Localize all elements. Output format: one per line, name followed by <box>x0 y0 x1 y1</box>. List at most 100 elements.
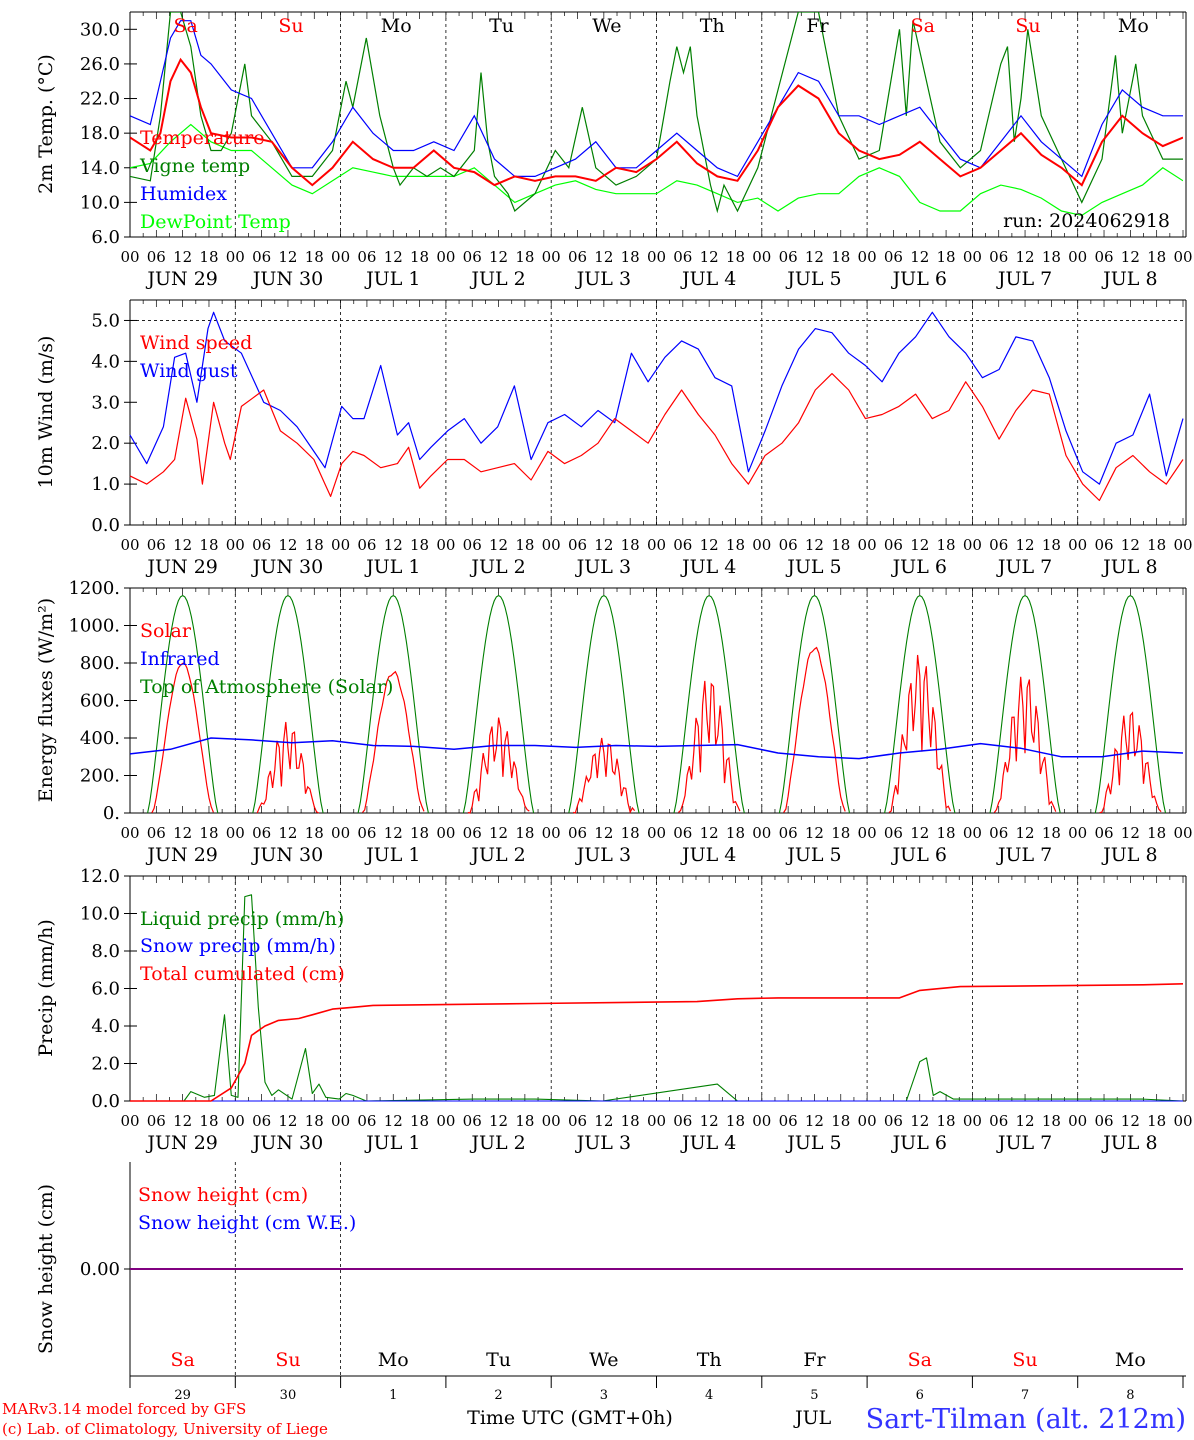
hour-tick-label: 00 <box>752 536 771 554</box>
hour-tick-label: 18 <box>1042 824 1061 842</box>
series-solar <box>888 654 952 813</box>
hour-tick-label: 18 <box>199 824 218 842</box>
hour-tick-label: 12 <box>700 824 719 842</box>
legend-dewpoint: DewPoint Temp <box>140 211 291 233</box>
series-solar <box>993 676 1057 813</box>
hour-tick-label: 06 <box>779 1112 798 1130</box>
hour-tick-label: 12 <box>173 824 192 842</box>
day-number-label: 29 <box>174 1388 191 1403</box>
date-label: JUN 30 <box>251 1132 323 1154</box>
hour-tick-label: 12 <box>594 824 613 842</box>
series-solar <box>467 717 530 814</box>
hour-tick-label: 06 <box>252 536 271 554</box>
overlap-label: JUL <box>793 1407 832 1429</box>
hour-tick-label: 00 <box>1173 536 1192 554</box>
hour-tick-label: 00 <box>1068 1112 1087 1130</box>
weekday-label: Su <box>278 15 303 37</box>
hour-tick-label: 06 <box>884 536 903 554</box>
y-tick-label: 4.0 <box>91 351 120 372</box>
y-tick-label: 4.0 <box>91 1016 120 1037</box>
hour-tick-label: 18 <box>1147 248 1166 266</box>
hour-tick-label: 00 <box>226 248 245 266</box>
hour-tick-label: 12 <box>489 248 508 266</box>
y-tick-label: 1000. <box>68 616 120 637</box>
date-label: JUL 7 <box>996 268 1052 290</box>
y-axis-label: Precip (mm/h) <box>35 919 57 1057</box>
model-credit: MARv3.14 model forced by GFS <box>2 1400 246 1418</box>
y-tick-label: 22.0 <box>80 89 120 110</box>
hour-tick-label: 18 <box>621 824 640 842</box>
y-tick-label: 5.0 <box>91 310 120 331</box>
legend-humidex: Humidex <box>140 183 227 205</box>
hour-tick-label: 06 <box>252 1112 271 1130</box>
hour-tick-label: 06 <box>779 248 798 266</box>
date-label: JUL 8 <box>1101 844 1157 866</box>
y-tick-label: 10.0 <box>80 904 120 925</box>
hour-tick-label: 18 <box>621 1112 640 1130</box>
temperature-series <box>130 12 1183 217</box>
hour-tick-label: 06 <box>357 1112 376 1130</box>
hour-tick-label: 12 <box>1016 1112 1035 1130</box>
y-tick-label: 200. <box>80 766 120 787</box>
hour-tick-label: 12 <box>700 536 719 554</box>
hour-tick-label: 00 <box>331 824 350 842</box>
hour-tick-label: 12 <box>1016 536 1035 554</box>
hour-tick-label: 12 <box>1121 536 1140 554</box>
hour-tick-label: 06 <box>989 248 1008 266</box>
hour-tick-label: 06 <box>147 824 166 842</box>
hour-tick-label: 06 <box>673 824 692 842</box>
weekday-label: We <box>589 1349 618 1371</box>
hour-tick-label: 00 <box>1173 824 1192 842</box>
series-solar <box>1099 711 1162 814</box>
hour-tick-label: 06 <box>357 248 376 266</box>
date-label: JUL 4 <box>680 1132 736 1154</box>
hour-tick-label: 06 <box>673 536 692 554</box>
weekday-label: Tu <box>486 1349 511 1371</box>
y-tick-label: 2.0 <box>91 1054 120 1075</box>
date-label: JUL 3 <box>575 556 631 578</box>
hour-tick-label: 00 <box>1068 248 1087 266</box>
hour-tick-label: 00 <box>1068 536 1087 554</box>
hour-tick-label: 12 <box>1121 248 1140 266</box>
y-tick-label: 0. <box>103 803 120 824</box>
series-wind-gust <box>129 311 1184 485</box>
hour-tick-label: 12 <box>805 824 824 842</box>
legend-vigne-temp: Vigne temp <box>139 155 250 177</box>
hour-tick-label: 12 <box>1121 824 1140 842</box>
run-label: run: 2024062918 <box>1003 210 1170 232</box>
hour-tick-label: 06 <box>147 248 166 266</box>
day-number-label: 8 <box>1126 1388 1134 1403</box>
hour-tick-label: 18 <box>726 248 745 266</box>
legend-total-cumulated: Total cumulated (cm) <box>140 963 345 985</box>
weekday-label: Su <box>275 1349 300 1371</box>
hour-tick-label: 06 <box>147 536 166 554</box>
hour-tick-label: 18 <box>937 824 956 842</box>
series-total-cumulated-cm- <box>130 983 1184 1102</box>
date-label: JUL 7 <box>996 1132 1052 1154</box>
hour-tick-label: 12 <box>173 536 192 554</box>
y-tick-label: 3.0 <box>91 392 120 413</box>
series-toa-solar <box>989 594 1061 814</box>
y-tick-label: 8.0 <box>91 941 120 962</box>
weekday-label: Fr <box>806 15 829 37</box>
date-label: JUL 8 <box>1101 556 1157 578</box>
series-toa-solar <box>884 594 956 814</box>
day-number-label: 30 <box>280 1388 297 1403</box>
weekday-label: Sa <box>908 1349 932 1371</box>
station-label: Sart-Tilman (alt. 212m) <box>866 1404 1186 1435</box>
weekday-label: Mo <box>1118 15 1149 37</box>
hour-tick-label: 12 <box>594 1112 613 1130</box>
hour-tick-label: 18 <box>937 1112 956 1130</box>
weekday-label: Mo <box>378 1349 409 1371</box>
weekday-label: Mo <box>1115 1349 1146 1371</box>
hour-tick-label: 18 <box>515 1112 534 1130</box>
hour-tick-label: 12 <box>805 248 824 266</box>
hour-tick-label: 18 <box>515 824 534 842</box>
date-label: JUL 3 <box>575 268 631 290</box>
date-label: JUN 29 <box>145 844 217 866</box>
date-label: JUL 1 <box>364 556 420 578</box>
hour-tick-label: 18 <box>726 536 745 554</box>
day-number-label: 2 <box>494 1388 502 1403</box>
weekday-label: Fr <box>803 1349 826 1371</box>
